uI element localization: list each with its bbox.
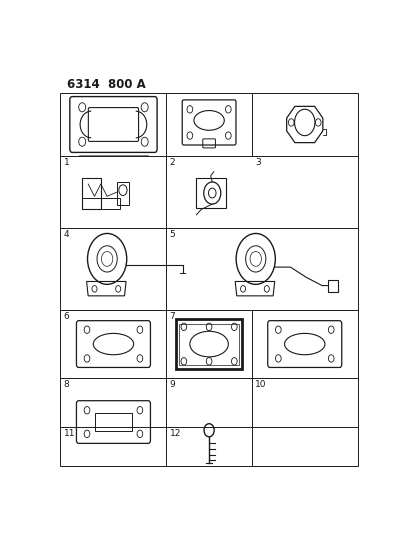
- Text: 10: 10: [255, 380, 266, 389]
- Text: 9: 9: [170, 380, 175, 389]
- Text: 5: 5: [170, 230, 175, 239]
- Bar: [328, 280, 338, 292]
- Text: 12: 12: [170, 429, 181, 438]
- Bar: [176, 319, 242, 369]
- Text: 11: 11: [64, 429, 75, 438]
- Text: 8: 8: [64, 380, 69, 389]
- Text: 6: 6: [64, 312, 69, 321]
- Bar: [82, 178, 101, 208]
- Text: 4: 4: [64, 230, 69, 239]
- Text: 3: 3: [255, 158, 261, 167]
- Bar: [82, 198, 120, 208]
- Bar: [197, 178, 226, 208]
- Text: 6314  800 A: 6314 800 A: [67, 78, 146, 91]
- Text: 7: 7: [170, 312, 175, 321]
- Bar: [179, 324, 239, 365]
- Bar: [95, 413, 132, 431]
- Bar: [117, 182, 129, 205]
- Text: 1: 1: [64, 158, 69, 167]
- Text: 2: 2: [170, 158, 175, 167]
